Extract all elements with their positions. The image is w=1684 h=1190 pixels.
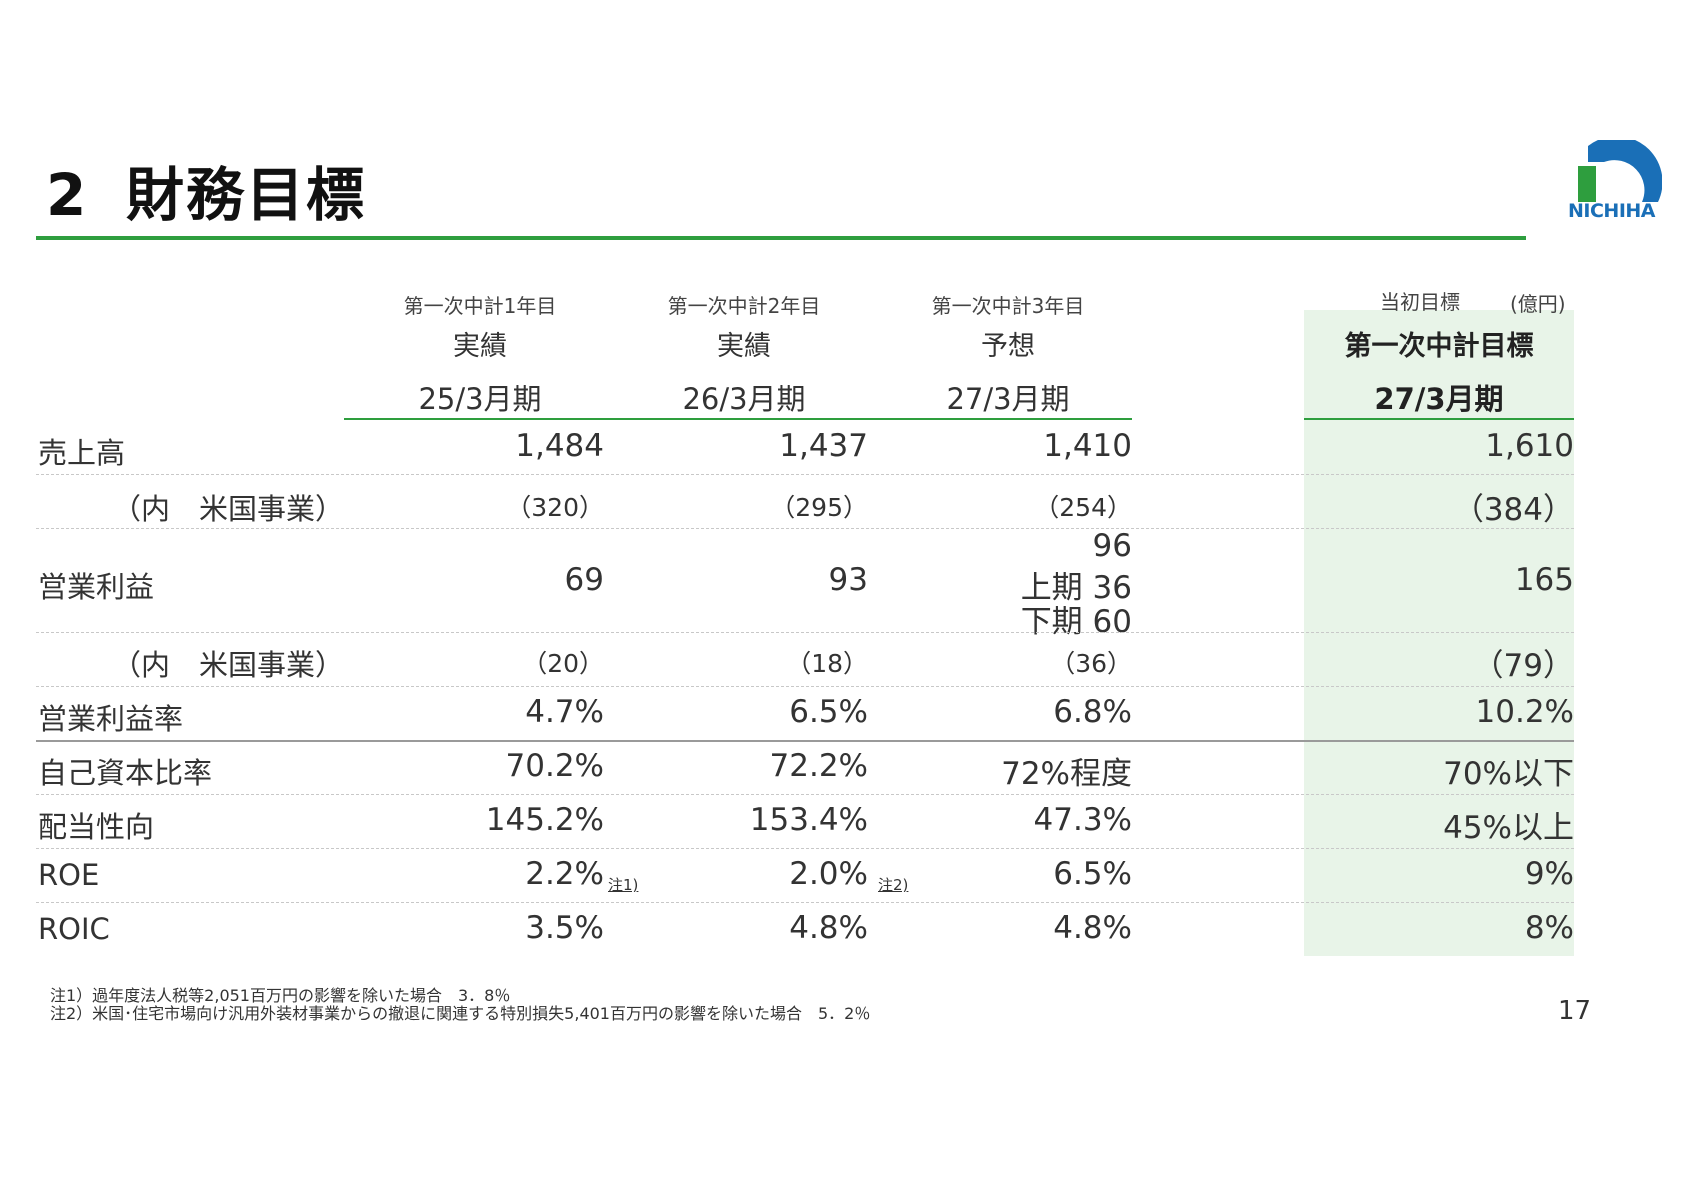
page-title: 2 財務目標 [46, 148, 366, 232]
cell-op-margin-1: 4.7% [525, 694, 604, 730]
row-label-roic: ROIC [38, 912, 110, 946]
col3-header-period: 27/3月期 [946, 382, 1070, 416]
col3-header-top: 第一次中計3年目 [931, 294, 1085, 318]
cell-roic-1: 3.5% [525, 910, 604, 946]
cell-op-profit-us-3: （36） [1050, 649, 1132, 678]
section-number: 2 [46, 161, 89, 229]
cell-roe-target: 9% [1524, 856, 1574, 892]
cell-op-profit-us-target: （79） [1472, 648, 1574, 684]
cell-payout-target: 45%以上 [1443, 810, 1574, 846]
section-separator [36, 740, 1574, 742]
row-separator [36, 528, 1574, 529]
cell-roic-3: 4.8% [1053, 910, 1132, 946]
cell-sales-us-3: （254） [1034, 493, 1132, 522]
row-separator [36, 474, 1574, 475]
col3-header-mid: 予想 [981, 331, 1035, 362]
row-label-payout: 配当性向 [38, 810, 155, 844]
cell-op-profit-3-second-half: 下期 60 [1020, 604, 1132, 640]
row-separator [36, 902, 1574, 903]
row-separator [36, 848, 1574, 849]
row-separator [36, 686, 1574, 687]
cell-payout-2: 153.4% [749, 802, 868, 838]
cell-roe-2: 2.0% [789, 856, 868, 892]
col4-header-top: 当初目標 [1380, 290, 1460, 314]
col2-header-top: 第一次中計2年目 [667, 294, 821, 318]
cell-payout-1: 145.2% [485, 802, 604, 838]
cell-sales-us-target: （384） [1452, 492, 1574, 528]
cell-sales-us-2: （295） [770, 493, 868, 522]
cell-op-profit-2: 93 [828, 562, 868, 598]
cell-sales-us-1: （320） [506, 493, 604, 522]
roe-note-2-marker: 注2) [878, 876, 909, 894]
cell-op-profit-us-2: （18） [786, 649, 868, 678]
row-separator [36, 794, 1574, 795]
cell-op-profit-3: 96 [1092, 528, 1132, 564]
cell-sales-target: 1,610 [1485, 428, 1574, 464]
col2-header-mid: 実績 [717, 331, 771, 362]
footnote-1: 注1）過年度法人税等2,051百万円の影響を除いた場合 3．8％ [50, 986, 511, 1005]
row-label-op-profit-us: （内 米国事業） [112, 648, 345, 682]
footnote-2: 注2）米国･住宅市場向け汎用外装材事業からの撤退に関連する特別損失5,401百万… [50, 1004, 871, 1023]
cell-op-profit-target: 165 [1514, 562, 1574, 598]
row-label-op-margin: 営業利益率 [38, 702, 184, 736]
col1-header-top: 第一次中計1年目 [403, 294, 557, 318]
cell-equity-ratio-1: 70.2% [505, 748, 604, 784]
row-label-sales-us: （内 米国事業） [112, 492, 345, 526]
logo-text: NICHIHA [1568, 200, 1656, 222]
header-underline-target [1304, 418, 1574, 420]
row-label-roe: ROE [38, 858, 100, 892]
cell-op-profit-3-first-half: 上期 36 [1020, 570, 1132, 606]
col4-header-mid: 第一次中計目標 [1344, 331, 1534, 362]
row-label-op-profit: 営業利益 [38, 570, 155, 604]
row-separator [36, 632, 1574, 633]
col4-header-period: 27/3月期 [1374, 382, 1504, 416]
row-label-sales: 売上高 [38, 436, 126, 470]
roe-note-1-marker: 注1) [608, 876, 639, 894]
col2-header-period: 26/3月期 [682, 382, 806, 416]
cell-op-margin-target: 10.2% [1475, 694, 1574, 730]
row-label-equity-ratio: 自己資本比率 [38, 756, 213, 790]
cell-roe-1: 2.2% [525, 856, 604, 892]
cell-op-profit-1: 69 [564, 562, 604, 598]
title-underline [36, 236, 1526, 240]
cell-roe-3: 6.5% [1053, 856, 1132, 892]
cell-roic-target: 8% [1524, 910, 1574, 946]
cell-payout-3: 47.3% [1033, 802, 1132, 838]
nichiha-logo-icon [1578, 140, 1662, 202]
page-number: 17 [1558, 996, 1592, 1026]
cell-sales-1: 1,484 [515, 428, 604, 464]
col1-header-period: 25/3月期 [418, 382, 542, 416]
header-underline-actuals [344, 418, 1132, 420]
cell-roic-2: 4.8% [789, 910, 868, 946]
unit-label: (億円) [1510, 292, 1566, 316]
cell-op-profit-us-1: （20） [522, 649, 604, 678]
cell-sales-2: 1,437 [779, 428, 868, 464]
cell-equity-ratio-3: 72%程度 [1001, 756, 1132, 792]
section-title: 財務目標 [126, 161, 367, 229]
col1-header-mid: 実績 [453, 331, 507, 362]
cell-op-margin-2: 6.5% [789, 694, 868, 730]
cell-equity-ratio-target: 70%以下 [1443, 756, 1574, 792]
cell-op-margin-3: 6.8% [1053, 694, 1132, 730]
cell-sales-3: 1,410 [1043, 428, 1132, 464]
cell-equity-ratio-2: 72.2% [769, 748, 868, 784]
